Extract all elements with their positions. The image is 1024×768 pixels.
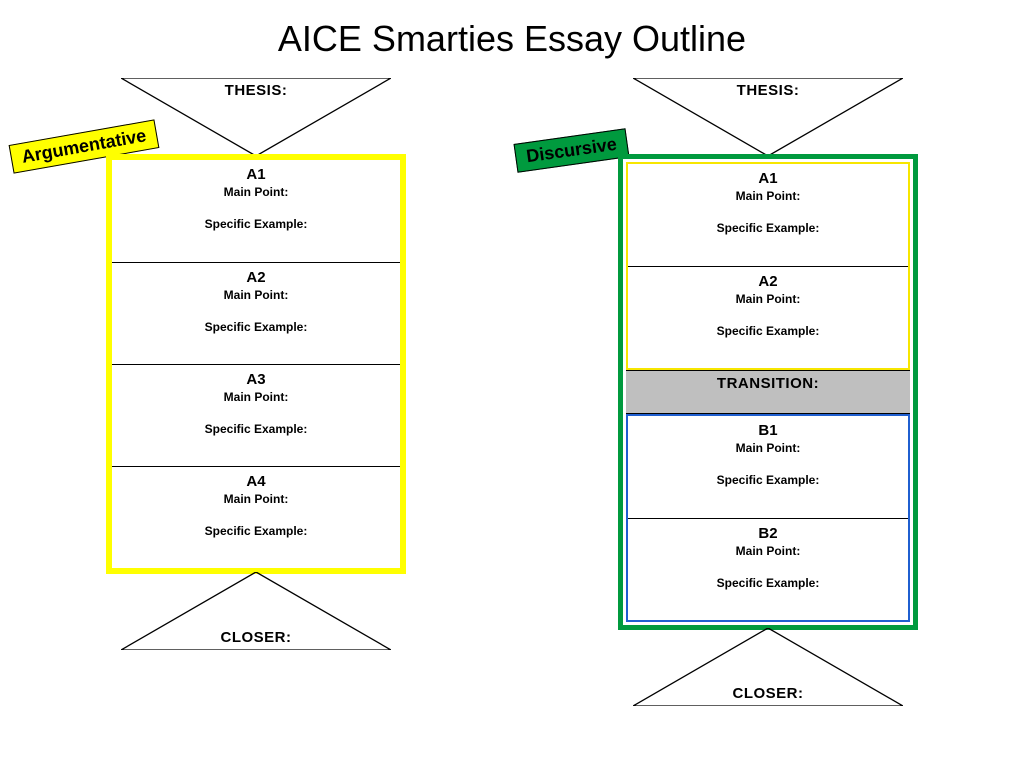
specific-example-label: Specific Example:: [632, 324, 904, 338]
group-a-border: A1 Main Point: Specific Example: A2 Main Poi…: [626, 162, 910, 370]
specific-example-label: Specific Example:: [116, 422, 396, 436]
column-argumentative: THESIS: A1Main Point:Specific Example:A2…: [46, 78, 466, 706]
closer-label: CLOSER:: [633, 685, 903, 702]
transition-band: TRANSITION:: [626, 370, 910, 414]
columns: THESIS: A1Main Point:Specific Example:A2…: [0, 78, 1024, 706]
section-A1: A1 Main Point: Specific Example:: [112, 160, 400, 262]
main-point-label: Main Point:: [632, 441, 904, 455]
section-B1: B1 Main Point: Specific Example:: [628, 416, 908, 518]
specific-example-label: Specific Example:: [116, 320, 396, 334]
group-b-border: B1 Main Point: Specific Example: B2 Main Poi…: [626, 414, 910, 622]
specific-example-label: Specific Example:: [116, 524, 396, 538]
section-A1: A1 Main Point: Specific Example:: [628, 164, 908, 266]
body-frame-left: A1 Main Point: Specific Example: A2 Main Poi…: [106, 154, 406, 574]
closer-triangle-left: CLOSER:: [121, 572, 391, 650]
section-code: A1: [246, 166, 265, 183]
specific-example-label: Specific Example:: [632, 473, 904, 487]
main-point-label: Main Point:: [116, 492, 396, 506]
main-point-label: Main Point:: [632, 189, 904, 203]
section-B2: B2 Main Point: Specific Example:: [628, 518, 908, 620]
section-A4: A4 Main Point: Specific Example:: [112, 466, 400, 568]
main-point-label: Main Point:: [632, 292, 904, 306]
page-title: AICE Smarties Essay Outline: [0, 0, 1024, 60]
section-code: A1: [758, 170, 777, 187]
main-point-label: Main Point:: [116, 288, 396, 302]
section-code: A3: [246, 371, 265, 388]
closer-label: CLOSER:: [121, 629, 391, 646]
section-code: B1: [758, 422, 777, 439]
thesis-triangle-right: THESIS:: [633, 78, 903, 156]
section-code: B2: [758, 525, 777, 542]
column-discursive: THESIS: A1Main Point:Specific Example:A2…: [558, 78, 978, 706]
closer-triangle-right: CLOSER:: [633, 628, 903, 706]
section-A2: A2 Main Point: Specific Example:: [112, 262, 400, 364]
section-code: A4: [246, 473, 265, 490]
main-point-label: Main Point:: [632, 544, 904, 558]
specific-example-label: Specific Example:: [632, 221, 904, 235]
section-A2: A2 Main Point: Specific Example:: [628, 266, 908, 368]
specific-example-label: Specific Example:: [116, 217, 396, 231]
specific-example-label: Specific Example:: [632, 576, 904, 590]
section-code: A2: [758, 273, 777, 290]
main-point-label: Main Point:: [116, 185, 396, 199]
thesis-label: THESIS:: [121, 82, 391, 99]
section-code: A2: [246, 269, 265, 286]
body-frame-right: A1 Main Point: Specific Example: A2 Main Poi…: [618, 154, 918, 630]
thesis-label: THESIS:: [633, 82, 903, 99]
thesis-triangle-left: THESIS:: [121, 78, 391, 156]
main-point-label: Main Point:: [116, 390, 396, 404]
section-A3: A3 Main Point: Specific Example:: [112, 364, 400, 466]
